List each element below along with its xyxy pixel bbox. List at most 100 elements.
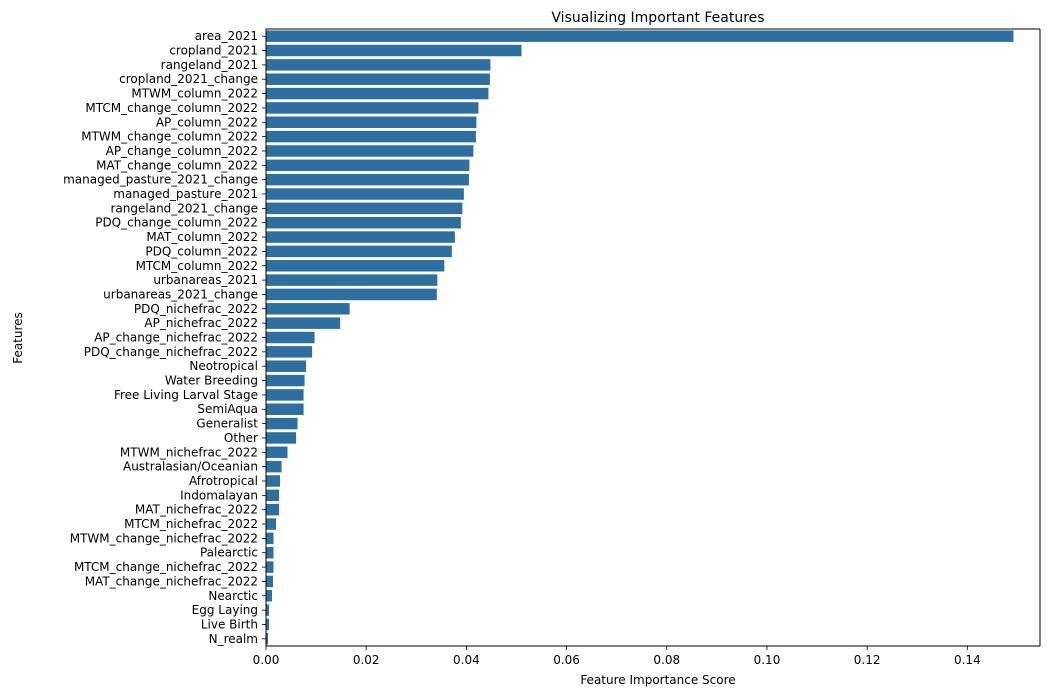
- bar-11: [266, 188, 464, 200]
- category-label: Live Birth: [201, 617, 258, 631]
- bar-14: [266, 231, 455, 243]
- bar-20: [266, 317, 341, 329]
- category-label: MTWM_change_nichefrac_2022: [70, 531, 258, 545]
- bar-42: [266, 633, 268, 645]
- bar-1: [266, 44, 522, 57]
- x-tick-label: 0.00: [253, 653, 280, 667]
- bar-23: [266, 360, 307, 372]
- bar-0: [266, 30, 1014, 42]
- category-label: Afrotropical: [189, 474, 258, 488]
- bar-19: [266, 303, 350, 315]
- bar-22: [266, 346, 313, 358]
- category-label: MTCM_nichefrac_2022: [124, 517, 258, 531]
- bar-33: [266, 503, 280, 516]
- category-label: MAT_nichefrac_2022: [135, 503, 258, 517]
- bar-34: [266, 518, 277, 530]
- x-tick-label: 0.06: [553, 653, 580, 667]
- bar-6: [266, 116, 477, 129]
- bar-2: [266, 59, 491, 71]
- bar-39: [266, 590, 273, 602]
- category-label: MTWM_change_column_2022: [81, 130, 258, 144]
- y-axis-label: Features: [11, 312, 25, 364]
- category-label: PDQ_column_2022: [145, 244, 258, 258]
- bar-32: [266, 489, 280, 502]
- category-label: MTCM_column_2022: [136, 259, 258, 273]
- bar-37: [266, 561, 274, 573]
- category-label: area_2021: [195, 29, 258, 43]
- bar-13: [266, 216, 461, 229]
- bar-25: [266, 389, 304, 401]
- category-label: PDQ_change_column_2022: [95, 216, 258, 230]
- category-label: Indomalayan: [180, 488, 258, 502]
- bar-5: [266, 102, 479, 114]
- category-label: managed_pasture_2021: [113, 187, 258, 201]
- category-label: MTCM_change_column_2022: [85, 101, 258, 115]
- bar-29: [266, 446, 288, 459]
- category-label: MTWM_nichefrac_2022: [120, 445, 258, 459]
- bar-38: [266, 575, 274, 588]
- category-label: Egg Laying: [192, 603, 258, 617]
- bar-9: [266, 159, 470, 172]
- category-label: PDQ_change_nichefrac_2022: [84, 345, 258, 359]
- x-tick-label: 0.10: [754, 653, 781, 667]
- category-label: AP_column_2022: [156, 115, 258, 129]
- category-label: Free Living Larval Stage: [114, 388, 258, 402]
- category-label: MAT_column_2022: [146, 230, 258, 244]
- category-label: urbanareas_2021: [153, 273, 258, 287]
- bar-16: [266, 260, 445, 272]
- bar-35: [266, 532, 274, 545]
- bar-17: [266, 274, 438, 286]
- bar-10: [266, 173, 469, 186]
- category-labels-group: area_2021cropland_2021rangeland_2021crop…: [63, 29, 266, 646]
- bar-24: [266, 374, 305, 387]
- chart-title: Visualizing Important Features: [551, 10, 764, 26]
- x-tick-label: 0.12: [854, 653, 881, 667]
- category-label: Water Breeding: [165, 374, 258, 388]
- category-label: MTWM_column_2022: [131, 87, 258, 101]
- category-label: urbanareas_2021_change: [103, 287, 258, 301]
- bar-3: [266, 73, 490, 85]
- bar-7: [266, 130, 476, 143]
- bar-26: [266, 403, 304, 415]
- category-label: MAT_change_column_2022: [96, 158, 258, 172]
- category-label: Australasian/Oceanian: [123, 460, 258, 474]
- bar-4: [266, 87, 489, 100]
- bar-21: [266, 331, 315, 344]
- category-label: Neotropical: [189, 359, 258, 373]
- category-label: PDQ_nichefrac_2022: [134, 302, 258, 316]
- category-label: SemiAqua: [197, 402, 258, 416]
- x-tick-label: 0.02: [353, 653, 380, 667]
- bar-28: [266, 432, 297, 444]
- x-axis-label: Feature Importance Score: [580, 673, 735, 687]
- x-ticks-group: 0.00 0.02 0.04 0.06 0.08 0.10 0.12 0.14: [253, 646, 981, 667]
- category-label: Generalist: [196, 417, 258, 431]
- category-label: AP_change_column_2022: [106, 144, 258, 158]
- bar-36: [266, 546, 274, 559]
- bar-31: [266, 475, 281, 487]
- bar-18: [266, 288, 437, 301]
- bar-12: [266, 202, 463, 215]
- x-tick-label: 0.04: [453, 653, 480, 667]
- category-label: Palearctic: [200, 546, 258, 560]
- bar-8: [266, 145, 474, 157]
- category-label: MTCM_change_nichefrac_2022: [74, 560, 258, 574]
- category-label: rangeland_2021_change: [110, 201, 258, 215]
- x-tick-label: 0.08: [653, 653, 680, 667]
- category-label: AP_nichefrac_2022: [144, 316, 258, 330]
- bars-group: [266, 30, 1014, 645]
- bar-15: [266, 245, 452, 258]
- bar-30: [266, 460, 282, 473]
- category-label: cropland_2021: [169, 44, 258, 58]
- x-tick-label: 0.14: [954, 653, 981, 667]
- bar-40: [266, 604, 270, 616]
- category-label: cropland_2021_change: [119, 72, 258, 86]
- category-label: N_realm: [209, 632, 258, 646]
- category-label: rangeland_2021: [161, 58, 258, 72]
- category-label: Other: [224, 431, 258, 445]
- category-label: AP_change_nichefrac_2022: [94, 331, 258, 345]
- category-label: MAT_change_nichefrac_2022: [85, 574, 258, 588]
- category-label: Nearctic: [208, 589, 258, 603]
- category-label: managed_pasture_2021_change: [63, 173, 258, 187]
- bar-41: [266, 618, 270, 631]
